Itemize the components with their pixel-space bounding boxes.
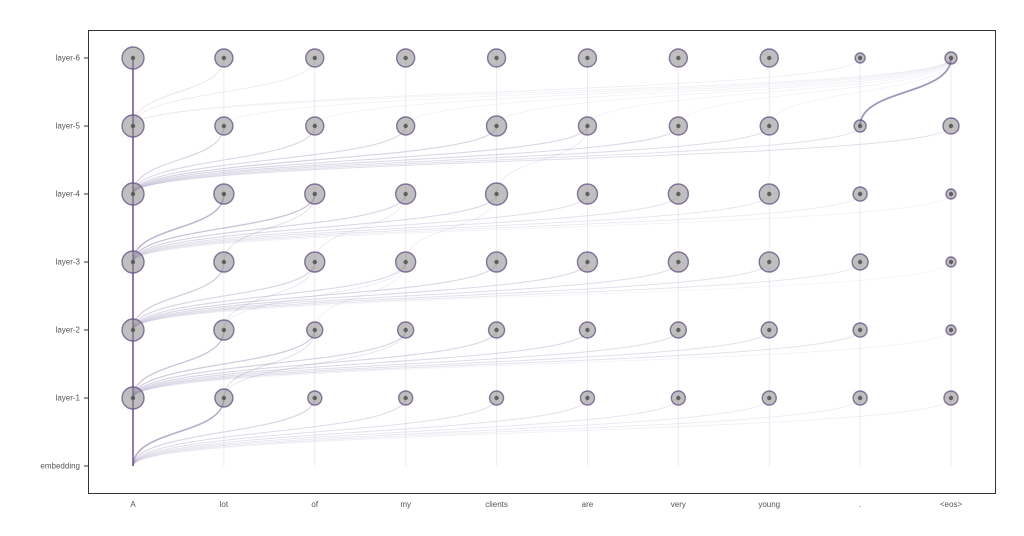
attention-edge xyxy=(133,398,769,466)
attention-edge xyxy=(133,398,587,466)
node-center xyxy=(585,124,589,128)
node-center xyxy=(222,192,226,196)
node-center xyxy=(313,124,317,128)
node-center xyxy=(403,56,407,60)
attention-edge xyxy=(133,330,769,398)
attention-edge xyxy=(133,330,587,398)
node-center xyxy=(585,396,589,400)
node-center xyxy=(585,56,589,60)
node-center xyxy=(767,328,771,332)
node-center xyxy=(222,124,226,128)
node-center xyxy=(767,396,771,400)
attention-edge xyxy=(497,58,951,126)
node-center xyxy=(949,192,953,196)
attention-edge xyxy=(224,194,315,262)
node-center xyxy=(949,56,953,60)
attention-edge xyxy=(133,330,951,398)
attention-edge xyxy=(224,262,315,330)
node-center xyxy=(222,56,226,60)
node-center xyxy=(494,192,498,196)
attention-edge xyxy=(133,126,587,194)
node-center xyxy=(858,260,862,264)
node-center xyxy=(313,192,317,196)
node-center xyxy=(131,124,135,128)
node-center xyxy=(676,56,680,60)
attention-edge xyxy=(133,194,951,262)
node-center xyxy=(403,396,407,400)
node-center xyxy=(494,328,498,332)
node-center xyxy=(494,56,498,60)
node-center xyxy=(313,328,317,332)
node-center xyxy=(676,260,680,264)
attention-edge xyxy=(315,262,406,330)
attention-edge xyxy=(315,194,406,262)
attention-edge xyxy=(315,58,951,126)
node-center xyxy=(131,396,135,400)
node-center xyxy=(131,328,135,332)
node-center xyxy=(676,396,680,400)
node-center xyxy=(222,328,226,332)
node-center xyxy=(949,260,953,264)
node-center xyxy=(767,124,771,128)
node-center xyxy=(494,396,498,400)
node-center xyxy=(585,260,589,264)
node-center xyxy=(403,192,407,196)
attention-edge xyxy=(133,126,769,194)
node-center xyxy=(858,328,862,332)
node-center xyxy=(676,328,680,332)
node-center xyxy=(403,124,407,128)
node-center xyxy=(767,56,771,60)
node-center xyxy=(131,260,135,264)
node-center xyxy=(949,396,953,400)
attention-edge xyxy=(133,398,951,466)
node-center xyxy=(403,328,407,332)
node-center xyxy=(222,260,226,264)
node-center xyxy=(313,396,317,400)
node-center xyxy=(949,328,953,332)
node-center xyxy=(403,260,407,264)
node-center xyxy=(767,260,771,264)
node-center xyxy=(131,192,135,196)
attention-edge xyxy=(224,330,315,398)
node-center xyxy=(131,56,135,60)
node-center xyxy=(585,328,589,332)
attention-edge xyxy=(406,194,497,262)
node-center xyxy=(858,396,862,400)
node-center xyxy=(494,260,498,264)
attention-svg xyxy=(0,0,1024,536)
attention-edge xyxy=(133,262,769,330)
node-center xyxy=(858,56,862,60)
node-center xyxy=(585,192,589,196)
node-center xyxy=(313,56,317,60)
node-center xyxy=(949,124,953,128)
node-center xyxy=(767,192,771,196)
attention-edge xyxy=(133,262,951,330)
node-center xyxy=(494,124,498,128)
attention-edge xyxy=(133,58,951,126)
attention-edge xyxy=(133,58,224,126)
node-center xyxy=(676,124,680,128)
node-center xyxy=(858,124,862,128)
node-center xyxy=(858,192,862,196)
node-center xyxy=(676,192,680,196)
node-center xyxy=(222,396,226,400)
node-center xyxy=(313,260,317,264)
